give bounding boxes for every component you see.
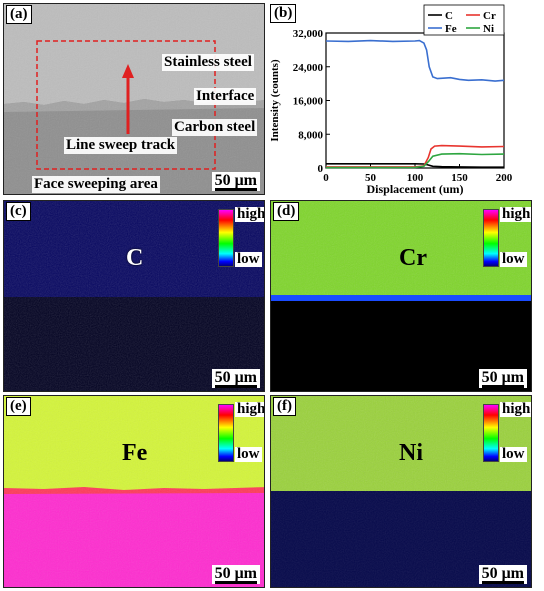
legend-label-fe: Fe (445, 23, 457, 35)
colorbar (218, 209, 234, 267)
element-label: Ni (399, 440, 423, 466)
x-tick-label: 150 (451, 172, 468, 184)
panel-d-chromium-map: (d) Cr high low 50 μm (270, 200, 532, 392)
arrow-head-icon (122, 64, 134, 78)
legend-label-ni: Ni (483, 23, 494, 35)
panel-label: (c) (6, 202, 31, 221)
y-tick-label: 32,000 (293, 28, 324, 40)
legend-box (423, 4, 505, 36)
legend-label-cr: Cr (483, 10, 496, 22)
scale-bar: 50 μm (211, 565, 260, 584)
colorbar (483, 209, 499, 267)
colorbar (218, 404, 234, 462)
scale-bar: 50 μm (211, 369, 260, 388)
scale-bar-text: 50 μm (481, 369, 524, 386)
x-axis-label: Displacement (um) (367, 182, 464, 196)
panel-e-iron-map: (e) Fe high low 50 μm (3, 395, 265, 588)
legend-label-c: C (445, 10, 453, 22)
face-sweep-rectangle (36, 40, 216, 170)
scale-bar: 50 μm (211, 172, 260, 191)
line-scan-chart: 0 50 100 150 200 0 8,000 16,000 24,000 32,000 Disp… (269, 4, 513, 196)
scale-bar-text: 50 μm (214, 565, 257, 582)
colorbar-low-label: low (500, 446, 527, 462)
y-tick-label: 8,000 (298, 129, 323, 141)
element-label: Cr (399, 245, 427, 271)
series-line-fe (325, 39, 505, 82)
scale-bar-text: 50 μm (214, 172, 257, 189)
colorbar-high-label: high (235, 207, 264, 222)
series-line-ni (326, 152, 505, 169)
scale-bar: 50 μm (478, 565, 527, 584)
panel-c-carbon-map: (c) C high low 50 μm (3, 200, 265, 392)
colorbar-high-label: high (500, 206, 531, 222)
scale-bar-text: 50 μm (214, 369, 257, 386)
stainless-steel-label: Stainless steel (162, 54, 254, 71)
panel-label: (a) (6, 5, 32, 24)
panel-label: (e) (6, 397, 31, 416)
x-tick-label: 0 (323, 172, 329, 184)
panel-b-line-scan-chart: 0 50 100 150 200 0 8,000 16,000 24,000 32,000 Disp… (268, 3, 542, 199)
y-axis-label: Intensity (counts) (269, 59, 281, 142)
panel-label: (f) (273, 397, 296, 416)
line-sweep-track-label: Line sweep track (64, 137, 178, 154)
series-line-c (326, 163, 504, 168)
carbon-steel-label: Carbon steel (172, 119, 258, 136)
element-label: Fe (122, 440, 148, 466)
x-tick-label: 50 (365, 172, 377, 184)
colorbar-high-label: high (235, 402, 264, 417)
y-tick-label: 24,000 (293, 62, 324, 74)
plot-frame (325, 32, 505, 169)
face-sweeping-area-label: Face sweeping area (32, 176, 160, 193)
x-tick-label: 200 (496, 172, 513, 184)
colorbar (483, 404, 499, 462)
panel-f-nickel-map: (f) Ni high low 50 μm (270, 395, 532, 588)
x-tick-label: 100 (407, 172, 424, 184)
element-label: C (126, 245, 144, 271)
iron-map-image (4, 396, 264, 587)
panel-label: (b) (270, 4, 297, 23)
colorbar-low-label: low (235, 251, 262, 267)
scale-bar-text: 50 μm (481, 565, 524, 582)
y-tick-label: 16,000 (293, 96, 324, 108)
interface-label: Interface (194, 88, 257, 105)
colorbar-low-label: low (235, 446, 262, 462)
panel-label: (d) (273, 202, 300, 221)
scale-bar: 50 μm (478, 369, 527, 388)
panel-a-sem-image: (a) Stainless steel Interface Carbon ste… (3, 3, 265, 195)
colorbar-high-label: high (500, 401, 531, 417)
y-tick-label: 0 (318, 163, 324, 175)
colorbar-low-label: low (500, 251, 527, 267)
